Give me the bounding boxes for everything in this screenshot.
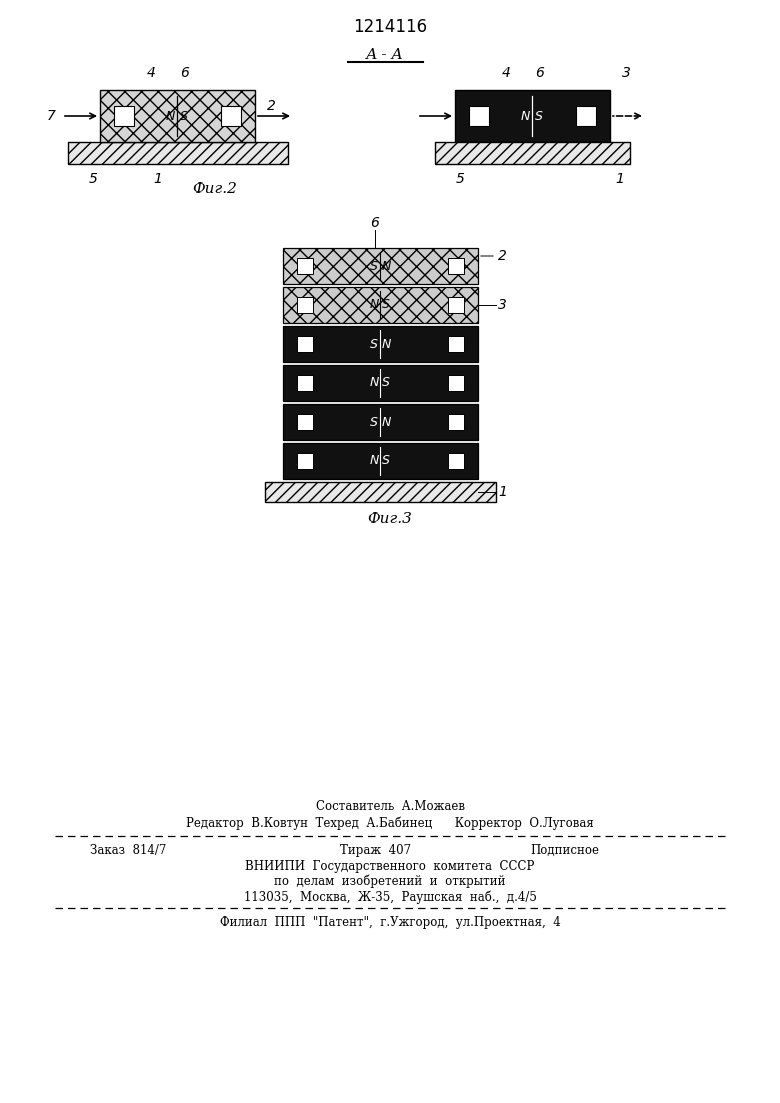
Text: Заказ  814/7: Заказ 814/7 [90,844,166,857]
Text: Редактор  В.Ковтун  Техред  А.Бабинец      Корректор  О.Луговая: Редактор В.Ковтун Техред А.Бабинец Корре… [186,817,594,831]
Text: N: N [381,338,391,351]
Text: N: N [381,259,391,272]
Text: Филиал  ППП  "Патент",  г.Ужгород,  ул.Проектная,  4: Филиал ППП "Патент", г.Ужгород, ул.Проек… [220,915,560,929]
Text: 5: 5 [89,172,98,186]
Bar [448,453,464,469]
Text: 6: 6 [370,216,379,231]
Text: Составитель  А.Можаев: Составитель А.Можаев [315,800,465,813]
Text: 4: 4 [147,66,155,81]
Text: 113035,  Москва,  Ж-35,  Раушская  наб.,  д.4/5: 113035, Москва, Ж-35, Раушская наб., д.4… [243,890,537,903]
Bar [283,248,478,283]
Text: S: S [370,416,378,428]
Text: S: S [370,338,378,351]
Text: S: S [180,109,188,122]
Bar [68,142,288,164]
Text: S: S [382,454,390,468]
Bar [265,482,496,502]
Bar [576,106,596,126]
Text: S: S [535,109,543,122]
Text: по  делам  изобретений  и  открытий: по делам изобретений и открытий [275,875,505,889]
Bar [448,375,464,390]
Bar [448,414,464,430]
Bar [297,375,313,390]
Text: N: N [369,454,378,468]
Text: 1: 1 [154,172,162,186]
Bar [283,365,478,401]
Bar [435,142,630,164]
Text: N: N [369,299,378,311]
Bar [448,336,464,352]
Bar [100,90,255,142]
Text: 6: 6 [536,66,544,81]
Text: 2: 2 [498,249,507,263]
Bar [469,106,489,126]
Bar [297,414,313,430]
Text: 3: 3 [622,66,631,81]
Bar [297,336,313,352]
Bar [297,453,313,469]
Text: S: S [382,299,390,311]
Text: S: S [382,376,390,389]
Bar [283,287,478,323]
Text: 7: 7 [47,109,56,124]
Bar [448,297,464,313]
Bar [283,443,478,479]
Text: 1214116: 1214116 [353,18,427,36]
Bar [221,106,241,126]
Text: 1: 1 [498,485,507,499]
Text: 1: 1 [615,172,624,186]
Bar [455,90,610,142]
Text: А - А: А - А [366,49,404,62]
Text: S: S [370,259,378,272]
Text: 4: 4 [502,66,510,81]
Bar [283,326,478,362]
Text: Тираж  407: Тираж 407 [340,844,411,857]
Text: 2: 2 [267,99,276,113]
Text: 6: 6 [180,66,190,81]
Text: N: N [369,376,378,389]
Bar [114,106,134,126]
Text: N: N [520,109,530,122]
Bar [297,258,313,274]
Text: Подписное: Подписное [530,844,599,857]
Text: 3: 3 [498,298,507,312]
Text: Фиг.2: Фиг.2 [193,182,237,196]
Bar [297,297,313,313]
Text: ВНИИПИ  Государственного  комитета  СССР: ВНИИПИ Государственного комитета СССР [246,860,534,872]
Text: Фиг.3: Фиг.3 [367,512,413,526]
Bar [448,258,464,274]
Bar [283,404,478,440]
Text: 5: 5 [456,172,464,186]
Text: N: N [165,109,175,122]
Text: N: N [381,416,391,428]
